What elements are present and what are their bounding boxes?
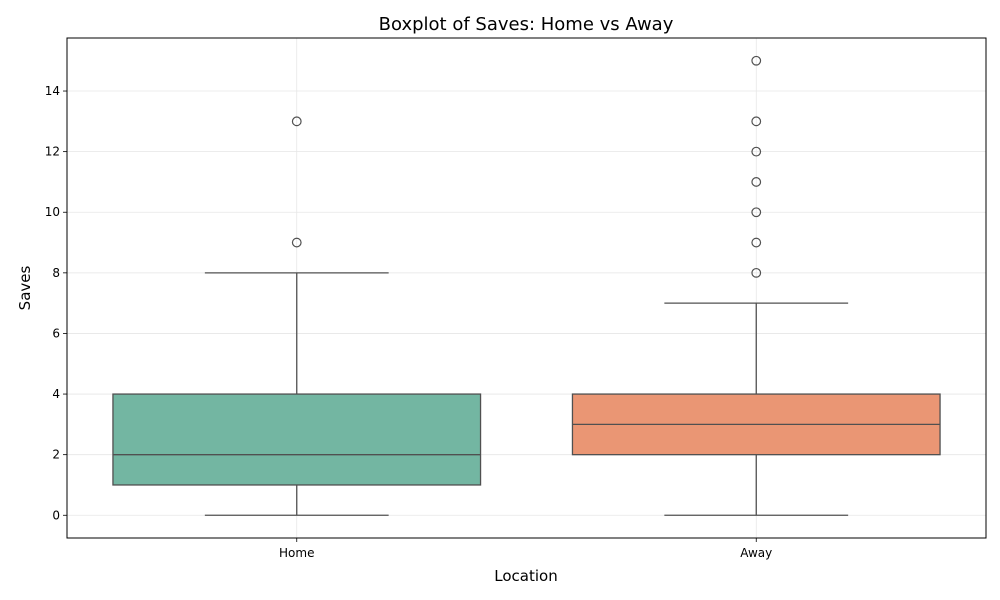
chart-title: Boxplot of Saves: Home vs Away	[379, 14, 674, 35]
y-tick-label: 10	[45, 205, 60, 219]
outlier-point	[291, 116, 302, 127]
x-ticks: Home Away	[279, 538, 772, 560]
x-tick-label: Away	[740, 546, 772, 560]
outlier-point	[751, 116, 762, 127]
outlier-point	[751, 237, 762, 248]
outlier-point	[751, 146, 762, 157]
outlier-point	[751, 55, 762, 66]
iqr-box	[112, 393, 482, 486]
y-tick-label: 0	[52, 508, 60, 522]
outlier-point	[751, 177, 762, 187]
y-tick-label: 4	[52, 387, 60, 401]
y-tick-label: 12	[45, 145, 60, 159]
outlier-point	[291, 237, 302, 248]
box-away	[571, 302, 941, 516]
x-axis-label: Location	[494, 567, 557, 585]
box-layer	[112, 272, 941, 516]
y-tick-label: 8	[52, 266, 60, 280]
y-tick-label: 14	[45, 84, 60, 98]
y-ticks: 0 2 4 6 8 10 12 14	[45, 84, 67, 522]
plot-frame	[66, 37, 987, 539]
outlier-point	[751, 267, 762, 278]
y-axis-label: Saves	[16, 266, 34, 311]
outlier-layer	[291, 55, 762, 278]
box-home	[112, 272, 482, 516]
x-tick-label: Home	[279, 546, 314, 560]
y-tick-label: 6	[52, 326, 60, 340]
y-tick-label: 2	[52, 448, 60, 462]
outlier-point	[751, 207, 762, 218]
